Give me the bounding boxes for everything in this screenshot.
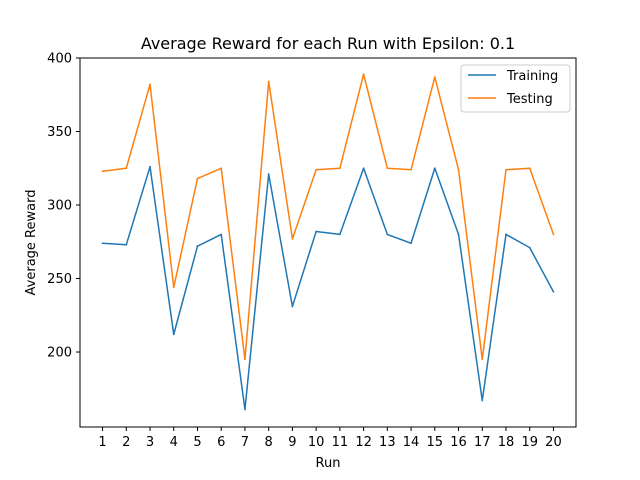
x-tick-label: 18 xyxy=(498,435,515,450)
y-tick-label: 350 xyxy=(47,125,72,140)
training-data-point xyxy=(101,242,104,245)
y-axis-ticks: 200 250 300 350 400 xyxy=(47,52,80,361)
testing-data-point xyxy=(291,237,294,240)
legend-training-label: Training xyxy=(506,69,558,84)
x-tick-label: 19 xyxy=(521,435,538,450)
x-tick-label: 3 xyxy=(146,435,154,450)
testing-data-point xyxy=(362,73,365,76)
x-tick-label: 20 xyxy=(545,435,562,450)
training-data-point xyxy=(410,242,412,245)
x-tick-label: 7 xyxy=(241,435,249,450)
training-data-point xyxy=(315,230,318,233)
training-data-point xyxy=(196,245,199,248)
testing-data-point xyxy=(410,168,412,171)
testing-data-point xyxy=(386,167,389,170)
testing-data-point xyxy=(457,168,460,171)
testing-data-point xyxy=(338,167,341,170)
x-axis-ticks: 1 2 3 4 5 6 7 8 9 10 11 12 13 14 15 16 17 18 19 20 xyxy=(98,427,562,450)
training-data-point xyxy=(244,408,246,411)
training-data-point xyxy=(505,233,507,236)
y-tick-label: 200 xyxy=(47,346,72,361)
testing-data-point xyxy=(125,167,128,170)
training-data-point xyxy=(481,399,484,402)
training-data-point xyxy=(338,233,341,236)
testing-data-point xyxy=(267,80,270,83)
training-data-point xyxy=(386,233,389,236)
y-tick-label: 400 xyxy=(47,52,72,67)
training-data-point xyxy=(125,243,128,246)
training-data-point xyxy=(552,290,555,293)
training-data-point xyxy=(291,305,294,308)
x-axis-label: Run xyxy=(316,456,341,471)
testing-data-point xyxy=(505,168,507,171)
training-data-point xyxy=(433,167,436,170)
testing-data-point xyxy=(220,167,223,170)
testing-data-point xyxy=(101,170,104,173)
training-data-point xyxy=(149,165,151,168)
x-tick-label: 12 xyxy=(355,435,372,450)
x-tick-label: 16 xyxy=(450,435,467,450)
legend-testing-label: Testing xyxy=(506,92,553,107)
testing-data-point xyxy=(528,167,531,170)
y-axis-label: Average Reward xyxy=(24,190,39,296)
plot-frame xyxy=(79,57,577,428)
x-tick-label: 10 xyxy=(308,435,325,450)
y-tick-label: 300 xyxy=(47,199,72,214)
x-tick-label: 8 xyxy=(265,435,273,450)
series-layer xyxy=(101,73,555,411)
testing-data-point xyxy=(315,168,318,171)
testing-data-point xyxy=(149,83,151,86)
x-tick-label: 4 xyxy=(170,435,178,450)
testing-data-point xyxy=(552,233,555,236)
training-data-point xyxy=(267,173,270,176)
training-data-point xyxy=(528,246,531,249)
x-tick-label: 17 xyxy=(474,435,491,450)
x-tick-label: 15 xyxy=(427,435,444,450)
testing-data-point xyxy=(196,177,199,180)
training-data-point xyxy=(362,167,365,170)
legend-box xyxy=(460,64,571,113)
x-tick-label: 6 xyxy=(217,435,225,450)
chart-title: Average Reward for each Run with Epsilon… xyxy=(141,34,515,53)
x-tick-label: 2 xyxy=(122,435,130,450)
testing-data-point xyxy=(244,358,246,361)
x-tick-label: 1 xyxy=(98,435,106,450)
y-tick-label: 250 xyxy=(47,272,72,287)
x-tick-label: 11 xyxy=(332,435,349,450)
testing-data-point xyxy=(433,76,436,79)
training-data-point xyxy=(457,233,460,236)
training-data-point xyxy=(172,333,175,336)
testing-series-line xyxy=(102,73,555,361)
training-data-point xyxy=(220,233,223,236)
testing-data-point xyxy=(481,358,484,361)
testing-data-point xyxy=(172,286,175,289)
training-series-line xyxy=(102,166,555,411)
x-tick-label: 14 xyxy=(403,435,420,450)
legend: Training Testing xyxy=(460,64,571,113)
x-tick-label: 13 xyxy=(379,435,396,450)
x-tick-label: 5 xyxy=(193,435,201,450)
x-tick-label: 9 xyxy=(288,435,296,450)
